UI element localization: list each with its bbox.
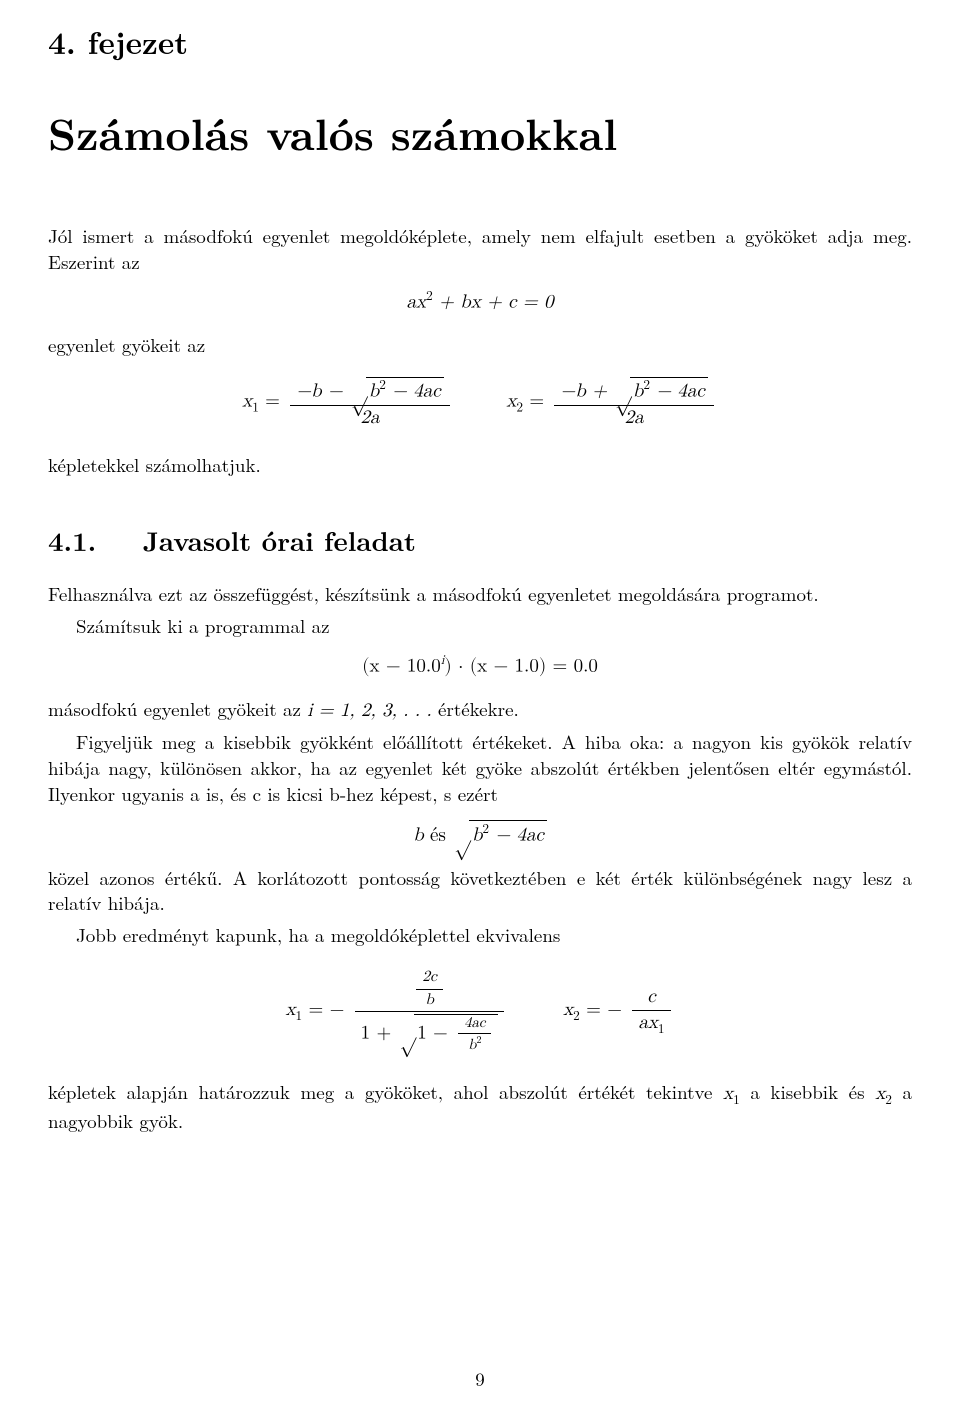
small-frac-rad: 4acb2: [458, 1015, 491, 1054]
rad-tail: − 4ac: [386, 382, 441, 401]
paragraph-error-discussion: Figyeljük meg a kisebbik gyökként előáll…: [48, 729, 912, 806]
inline-math-i: i = 1, 2, 3, . . .: [307, 701, 431, 720]
rad-lead: 1 −: [417, 1023, 454, 1042]
inline-x2-sub: 2: [885, 1089, 892, 1108]
rad-b: b: [633, 382, 644, 401]
den-sub: 1: [658, 1021, 665, 1035]
eq-text: + bx + c = 0: [433, 293, 554, 312]
chapter-title: Számolás valós számokkal: [48, 100, 912, 163]
numerator: −b + b2 − 4ac: [554, 377, 713, 405]
section-number: 4.1.: [48, 520, 96, 559]
sqrt-icon: 1 − 4acb2: [400, 1014, 499, 1054]
sqrt-icon: b2 − 4ac: [454, 820, 547, 846]
rad-top: 4ac: [458, 1015, 491, 1034]
eq-b: b: [413, 826, 424, 845]
den-ax: ax: [638, 1013, 658, 1032]
eq-var: x: [242, 392, 252, 411]
equation-alternative-formula: x1 = − 2c b 1 + 1 − 4acb2 x2 = − c ax1: [48, 969, 912, 1053]
num-part: −b −: [296, 382, 349, 401]
sqrt-icon: b2 − 4ac: [615, 377, 708, 402]
numerator: 2c b: [355, 969, 505, 1011]
paragraph-intro: Jól ismert a másodfokú egyenlet megoldók…: [48, 223, 912, 274]
eq-tail: ) · (x − 1.0) = 0.0: [444, 657, 597, 676]
sqrt-icon: b2 − 4ac: [351, 377, 444, 402]
rad-b: b: [369, 382, 380, 401]
rad-tail: − 4ac: [650, 382, 705, 401]
paragraph-roots-intro: egyenlet gyökeit az: [48, 332, 912, 358]
equation-quadratic-formula: x1 = −b − b2 − 4ac 2a x2 = −b + b2 − 4ac…: [48, 377, 912, 428]
denominator: 2a: [290, 406, 449, 429]
eq-sup: 2: [426, 289, 433, 303]
eq-es: és: [424, 826, 453, 845]
fraction-x1: −b − b2 − 4ac 2a: [290, 377, 449, 428]
inline-x1: x: [723, 1084, 733, 1103]
denominator: 1 + 1 − 4acb2: [355, 1012, 505, 1054]
page: 4. fejezet Számolás valós számokkal Jól …: [0, 0, 960, 1410]
equation-quadratic: ax2 + bx + c = 0: [48, 288, 912, 313]
equation-factored: (x − 10.0i) · (x − 1.0) = 0.0: [48, 652, 912, 677]
text-part: másodfokú egyenlet gyökeit az: [48, 695, 307, 722]
eq-text: (x − 10.0: [362, 657, 441, 676]
paragraph-close-values: közel azonos értékű. A korlátozott ponto…: [48, 865, 912, 916]
section-title: 4.1. Javasolt órai feladat: [48, 520, 912, 559]
numerator: −b − b2 − 4ac: [290, 377, 449, 405]
fraction-x2: −b + b2 − 4ac 2a: [554, 377, 713, 428]
eq-var: x: [563, 1000, 573, 1019]
paragraph-formulas-note: képletekkel számolhatjuk.: [48, 452, 912, 478]
paragraph-i-values: másodfokú egyenlet gyökeit az i = 1, 2, …: [48, 696, 912, 724]
eq-eq: =: [259, 392, 286, 411]
eq-sub: 2: [573, 1009, 580, 1023]
eq-var: x: [285, 1000, 295, 1019]
rad-tail: − 4ac: [489, 826, 544, 845]
equation-b-and-sqrt: b és b2 − 4ac: [48, 820, 912, 846]
paragraph-conclusion: képletek alapján határozzuk meg a gyökök…: [48, 1079, 912, 1133]
chapter-label: 4. fejezet: [48, 20, 912, 64]
eq-var: x: [506, 392, 516, 411]
numerator: c: [632, 987, 670, 1011]
eq-eq: = −: [580, 1000, 622, 1019]
rad-bot: b2: [458, 1034, 491, 1053]
num-top: 2c: [416, 969, 443, 989]
eq-sub: 1: [252, 401, 259, 415]
denominator: 2a: [554, 406, 713, 429]
fraction-alt-x1: 2c b 1 + 1 − 4acb2: [355, 969, 505, 1053]
rad-b: b: [472, 826, 483, 845]
text-part: értékekre.: [432, 695, 519, 722]
rad-sup: 2: [379, 378, 386, 392]
small-frac: 2c b: [416, 969, 443, 1008]
inline-x1-sub: 1: [733, 1089, 740, 1108]
paragraph-compute: Számítsuk ki a programmal az: [48, 613, 912, 639]
text-part: képletek alapján határozzuk meg a gyökök…: [48, 1078, 723, 1105]
paragraph-better-result: Jobb eredményt kapunk, ha a megoldóképle…: [48, 922, 912, 948]
inline-x2: x: [875, 1084, 885, 1103]
page-number: 9: [0, 1365, 960, 1392]
section-heading: Javasolt órai feladat: [143, 520, 416, 559]
rad-bot-sup: 2: [476, 1036, 481, 1046]
eq-eq: = −: [302, 1000, 344, 1019]
den-lead: 1 +: [361, 1023, 398, 1042]
fraction-alt-x2: c ax1: [632, 987, 670, 1036]
eq-eq: =: [523, 392, 550, 411]
paragraph-task: Felhasználva ezt az összefüggést, készít…: [48, 581, 912, 607]
num-bot: b: [416, 990, 443, 1009]
text-part: a kisebbik és: [740, 1078, 875, 1105]
num-part: −b +: [560, 382, 613, 401]
eq-text: ax: [407, 293, 427, 312]
denominator: ax1: [632, 1011, 670, 1036]
